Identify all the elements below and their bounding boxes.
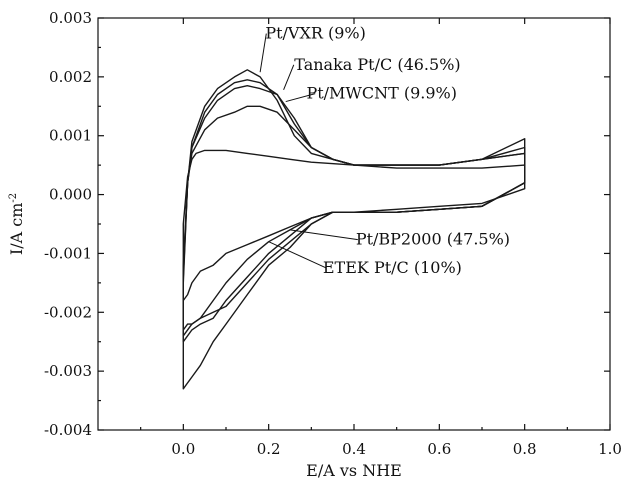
annotation-leader-line xyxy=(289,229,358,241)
x-tick-label: 1.0 xyxy=(598,440,622,458)
annotation-leader-line xyxy=(268,241,327,269)
series-line-pt-vxr-9 xyxy=(182,69,526,343)
y-tick-label: -0.004 xyxy=(44,421,92,439)
annotation-label: ETEK Pt/C (10%) xyxy=(323,258,462,277)
series-line-etek-pt-c-10 xyxy=(182,149,526,331)
y-tick-label: 0.001 xyxy=(49,127,92,145)
annotation-leader-line xyxy=(259,33,267,73)
annotation-leader-line xyxy=(283,64,295,90)
curves-group xyxy=(182,69,526,390)
x-tick-label: 0.4 xyxy=(342,440,366,458)
y-axis-label: I/A cm-2 xyxy=(7,193,26,255)
x-tick-label: 0.8 xyxy=(513,440,537,458)
x-axis-label: E/A vs NHE xyxy=(306,461,402,480)
y-tick-label: -0.003 xyxy=(44,362,92,380)
x-tick-label: 0.2 xyxy=(257,440,281,458)
y-tick-label: 0.002 xyxy=(49,68,92,86)
x-tick-label: 0.0 xyxy=(171,440,195,458)
annotations-group: Pt/VXR (9%) Tanaka Pt/C (46.5%) Pt/MWCNT (… xyxy=(259,24,510,277)
annotation-label: Tanaka Pt/C (46.5%) xyxy=(294,55,460,74)
y-tick-label: 0.003 xyxy=(49,9,92,27)
y-axis-label-superscript: -2 xyxy=(8,193,19,203)
y-tick-label: -0.001 xyxy=(44,244,92,262)
annotation-label: Pt/VXR (9%) xyxy=(265,24,366,43)
plot-frame xyxy=(97,17,611,431)
y-axis-label-main: I/A cm xyxy=(7,203,26,255)
y-tick-label: -0.002 xyxy=(44,303,92,321)
annotation-label: Pt/MWCNT (9.9%) xyxy=(306,84,457,103)
x-tick-label: 0.6 xyxy=(427,440,451,458)
axes-group: 0.0 0.2 0.4 0.6 0.8 1.0 0.003 0.002 0.001 0.000 -0… xyxy=(44,9,622,458)
y-tick-label: 0.000 xyxy=(49,186,92,204)
annotation-label: Pt/BP2000 (47.5%) xyxy=(356,230,510,249)
series-line-tanaka-pt-c-46-5 xyxy=(182,79,526,337)
annotation-leader-line xyxy=(285,93,316,103)
